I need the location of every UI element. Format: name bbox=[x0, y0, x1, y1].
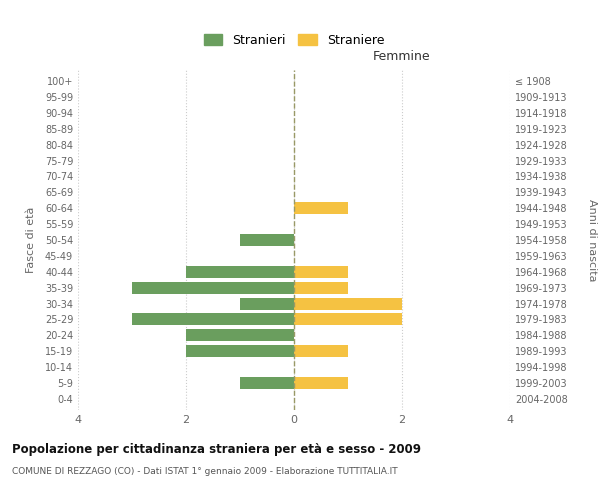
Bar bbox=[132, 314, 294, 326]
Bar bbox=[186, 266, 294, 278]
Bar bbox=[294, 266, 348, 278]
Bar bbox=[294, 282, 348, 294]
Bar bbox=[240, 234, 294, 246]
Y-axis label: Anni di nascita: Anni di nascita bbox=[587, 198, 597, 281]
Bar bbox=[294, 298, 402, 310]
Bar bbox=[294, 314, 402, 326]
Bar bbox=[294, 202, 348, 214]
Bar bbox=[240, 298, 294, 310]
Bar bbox=[240, 377, 294, 389]
Text: Femmine: Femmine bbox=[373, 50, 431, 63]
Text: Popolazione per cittadinanza straniera per età e sesso - 2009: Popolazione per cittadinanza straniera p… bbox=[12, 442, 421, 456]
Bar bbox=[186, 346, 294, 357]
Legend: Stranieri, Straniere: Stranieri, Straniere bbox=[199, 28, 389, 52]
Bar bbox=[294, 377, 348, 389]
Bar bbox=[294, 346, 348, 357]
Text: COMUNE DI REZZAGO (CO) - Dati ISTAT 1° gennaio 2009 - Elaborazione TUTTITALIA.IT: COMUNE DI REZZAGO (CO) - Dati ISTAT 1° g… bbox=[12, 468, 398, 476]
Y-axis label: Fasce di età: Fasce di età bbox=[26, 207, 37, 273]
Bar bbox=[132, 282, 294, 294]
Bar bbox=[186, 330, 294, 342]
